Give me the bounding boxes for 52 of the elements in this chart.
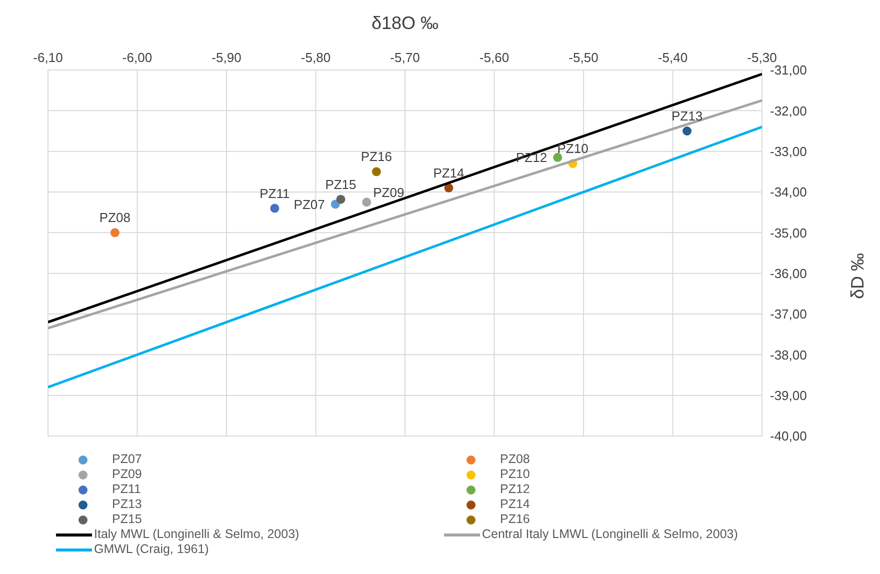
point: [444, 183, 454, 192]
legend-label: GMWL (Craig, 1961): [94, 542, 209, 557]
text: PZ08: [99, 210, 130, 226]
legend-label: PZ11: [112, 482, 141, 497]
legend-label: PZ16: [500, 512, 530, 527]
y-tick-label: -32,00: [770, 103, 807, 118]
y-tick-label: -34,00: [770, 184, 807, 200]
x-tick-label: -6,10: [33, 50, 63, 65]
x-tick-label: -6,00: [122, 50, 152, 65]
x-axis-title: δ18O ‰: [371, 12, 439, 33]
point: [682, 126, 692, 136]
legend-label: PZ07: [112, 452, 142, 467]
y-tick-label: -33,00: [770, 144, 807, 159]
legend-label: PZ12: [500, 482, 530, 497]
x-tick-label: -5,60: [479, 50, 510, 65]
legend-label: PZ08: [500, 452, 530, 467]
y-tick-label: -35,00: [770, 225, 807, 240]
point: [362, 198, 372, 207]
legend-label: PZ09: [112, 467, 142, 482]
x-tick-label: -5,40: [658, 50, 688, 65]
point: [110, 228, 120, 238]
text: PZ15: [325, 176, 356, 192]
text: PZ13: [671, 108, 703, 124]
y-tick-label: -37,00: [770, 306, 807, 322]
x-tick-label: -5,80: [300, 50, 331, 65]
y-tick-label: -40,00: [770, 428, 807, 444]
point: [336, 194, 346, 204]
text: PZ09: [373, 184, 404, 200]
x-tick-label: -5,50: [568, 50, 598, 65]
y-tick-label: -38,00: [770, 347, 807, 362]
text: PZ16: [360, 149, 392, 164]
legend-label: PZ14: [500, 497, 530, 512]
point: [553, 152, 562, 162]
y-tick-label: -39,00: [770, 388, 807, 403]
y-tick-label: -36,00: [770, 266, 807, 281]
point: [270, 204, 280, 213]
text: PZ14: [433, 165, 464, 180]
point: [372, 167, 381, 176]
legend-label: PZ10: [500, 467, 530, 482]
y-axis-title: δD ‰: [847, 253, 868, 300]
text: PZ12: [516, 150, 548, 166]
x-tick-label: -5,70: [390, 50, 420, 65]
x-tick-label: -5,30: [747, 50, 777, 65]
legend-label: Central Italy LMWL (Longinelli & Selmo, 2003): [482, 527, 738, 542]
text: PZ10: [557, 141, 588, 156]
x-tick-label: -5,90: [212, 50, 242, 65]
text: PZ11: [260, 186, 290, 201]
legend-label: PZ15: [112, 512, 142, 527]
y-tick-label: -31,00: [770, 62, 807, 78]
legend-label: Italy MWL (Longinelli & Selmo, 2003): [94, 527, 300, 542]
legend-label: PZ13: [112, 497, 142, 512]
text: PZ07: [294, 196, 325, 212]
